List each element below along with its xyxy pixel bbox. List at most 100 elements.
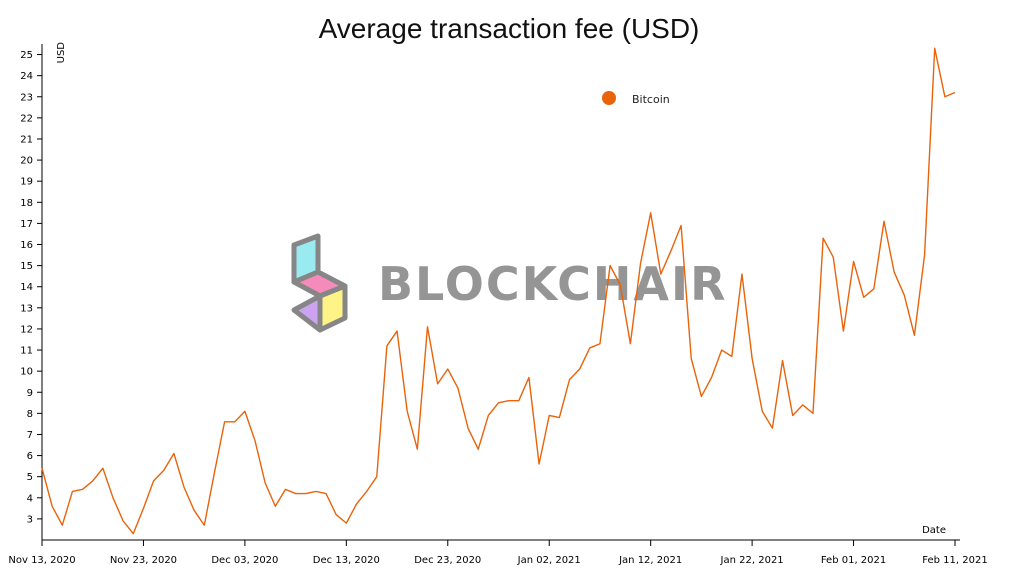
y-tick-label: 18	[20, 198, 33, 209]
data-point[interactable]	[455, 385, 461, 391]
data-point[interactable]	[465, 425, 471, 431]
data-point[interactable]	[607, 263, 613, 269]
data-point[interactable]	[313, 488, 319, 494]
data-point[interactable]	[952, 90, 958, 96]
data-point[interactable]	[323, 491, 329, 497]
data-point[interactable]	[861, 294, 867, 300]
data-point[interactable]	[69, 488, 75, 494]
data-point[interactable]	[516, 398, 522, 404]
data-point[interactable]	[353, 501, 359, 507]
data-point[interactable]	[790, 412, 796, 418]
data-point[interactable]	[110, 495, 116, 501]
x-tick-label: Feb 01, 2021	[821, 555, 886, 566]
data-point[interactable]	[932, 45, 938, 51]
data-point[interactable]	[638, 261, 644, 267]
data-point[interactable]	[90, 478, 96, 484]
data-point[interactable]	[942, 94, 948, 100]
data-point[interactable]	[759, 408, 765, 414]
data-point[interactable]	[282, 486, 288, 492]
data-point[interactable]	[333, 512, 339, 518]
data-point[interactable]	[567, 377, 573, 383]
data-point[interactable]	[871, 286, 877, 292]
data-point[interactable]	[709, 374, 715, 380]
data-point[interactable]	[891, 269, 897, 275]
data-point[interactable]	[851, 258, 857, 264]
data-point[interactable]	[840, 328, 846, 334]
data-point[interactable]	[475, 446, 481, 452]
data-point[interactable]	[39, 465, 45, 471]
data-point[interactable]	[49, 503, 55, 509]
data-point[interactable]	[211, 469, 217, 475]
data-point[interactable]	[729, 353, 735, 359]
data-point[interactable]	[800, 402, 806, 408]
data-point[interactable]	[739, 271, 745, 277]
x-tick-label: Dec 13, 2020	[313, 555, 380, 566]
data-point[interactable]	[293, 491, 299, 497]
data-point[interactable]	[384, 343, 390, 349]
data-point[interactable]	[485, 412, 491, 418]
data-point[interactable]	[587, 345, 593, 351]
legend[interactable]: Bitcoin	[602, 91, 670, 106]
data-point[interactable]	[343, 520, 349, 526]
data-point[interactable]	[140, 505, 146, 511]
data-point[interactable]	[922, 252, 928, 258]
data-point[interactable]	[901, 292, 907, 298]
data-point[interactable]	[201, 522, 207, 528]
data-point[interactable]	[394, 328, 400, 334]
data-point[interactable]	[424, 324, 430, 330]
data-point[interactable]	[303, 491, 309, 497]
data-point[interactable]	[648, 210, 654, 216]
data-point[interactable]	[364, 488, 370, 494]
data-point[interactable]	[597, 341, 603, 347]
data-point[interactable]	[658, 271, 664, 277]
data-point[interactable]	[161, 467, 167, 473]
data-point[interactable]	[556, 415, 562, 421]
data-point[interactable]	[719, 347, 725, 353]
x-tick-label: Dec 03, 2020	[211, 555, 278, 566]
data-point[interactable]	[242, 408, 248, 414]
data-point[interactable]	[232, 419, 238, 425]
y-tick-label: 11	[20, 346, 33, 357]
data-point[interactable]	[526, 374, 532, 380]
chart-title: Average transaction fee (USD)	[319, 13, 700, 44]
data-point[interactable]	[769, 425, 775, 431]
data-point[interactable]	[911, 332, 917, 338]
data-point[interactable]	[59, 522, 65, 528]
data-point[interactable]	[780, 358, 786, 364]
data-point[interactable]	[80, 486, 86, 492]
data-point[interactable]	[506, 398, 512, 404]
data-point[interactable]	[577, 366, 583, 372]
data-point[interactable]	[668, 248, 674, 254]
data-point[interactable]	[445, 366, 451, 372]
y-tick-label: 15	[20, 261, 33, 272]
data-point[interactable]	[272, 503, 278, 509]
data-point[interactable]	[404, 408, 410, 414]
data-point[interactable]	[820, 235, 826, 241]
data-point[interactable]	[627, 341, 633, 347]
data-point[interactable]	[130, 531, 136, 537]
data-point[interactable]	[496, 400, 502, 406]
data-point[interactable]	[191, 507, 197, 513]
data-point[interactable]	[536, 461, 542, 467]
data-point[interactable]	[810, 410, 816, 416]
data-point[interactable]	[830, 254, 836, 260]
data-point[interactable]	[252, 438, 258, 444]
data-point[interactable]	[374, 474, 380, 480]
data-point[interactable]	[181, 484, 187, 490]
x-tick-label: Jan 12, 2021	[618, 555, 682, 566]
data-point[interactable]	[120, 518, 126, 524]
data-point[interactable]	[749, 355, 755, 361]
data-point[interactable]	[617, 282, 623, 288]
data-point[interactable]	[678, 223, 684, 229]
data-point[interactable]	[262, 480, 268, 486]
data-point[interactable]	[698, 393, 704, 399]
data-point[interactable]	[222, 419, 228, 425]
data-point[interactable]	[171, 450, 177, 456]
data-point[interactable]	[688, 355, 694, 361]
data-point[interactable]	[546, 412, 552, 418]
data-point[interactable]	[414, 446, 420, 452]
data-point[interactable]	[100, 465, 106, 471]
data-point[interactable]	[881, 218, 887, 224]
data-point[interactable]	[435, 381, 441, 387]
data-point[interactable]	[151, 478, 157, 484]
